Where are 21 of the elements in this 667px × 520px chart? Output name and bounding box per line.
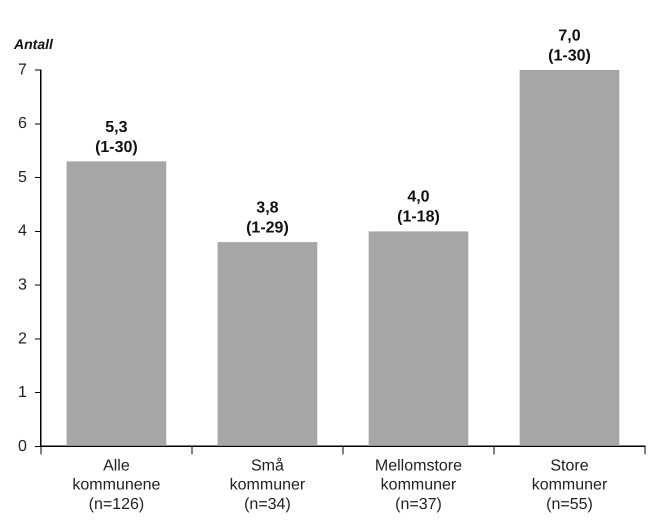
y-tick-label: 6 (18, 115, 27, 132)
x-tick-label: Mellomstore kommuner (n=37) (374, 457, 462, 513)
bar (218, 242, 318, 446)
y-axis-title: Antall (13, 36, 54, 52)
y-tick-label: 7 (18, 61, 27, 78)
data-label: 7,0 (1-30) (548, 27, 591, 64)
y-tick-label: 4 (18, 222, 27, 240)
bar (66, 161, 166, 446)
bar (520, 70, 620, 446)
data-label: 4,0 (1-18) (397, 188, 440, 226)
y-tick-label: 2 (18, 330, 27, 348)
y-tick-label: 1 (18, 384, 27, 402)
data-label: 3,8 (1-29) (246, 199, 289, 236)
bar (368, 231, 468, 446)
x-tick-label: Store kommuner (n=55) (532, 457, 608, 513)
x-tick-label: Små kommuner (n=34) (230, 457, 306, 513)
data-label: 5,3 (1-30) (95, 118, 138, 156)
y-tick-label: 0 (18, 438, 27, 455)
y-tick-label: 5 (18, 168, 27, 186)
x-tick-label: Alle kommunene (n=126) (72, 457, 161, 513)
y-tick-label: 3 (18, 276, 27, 294)
